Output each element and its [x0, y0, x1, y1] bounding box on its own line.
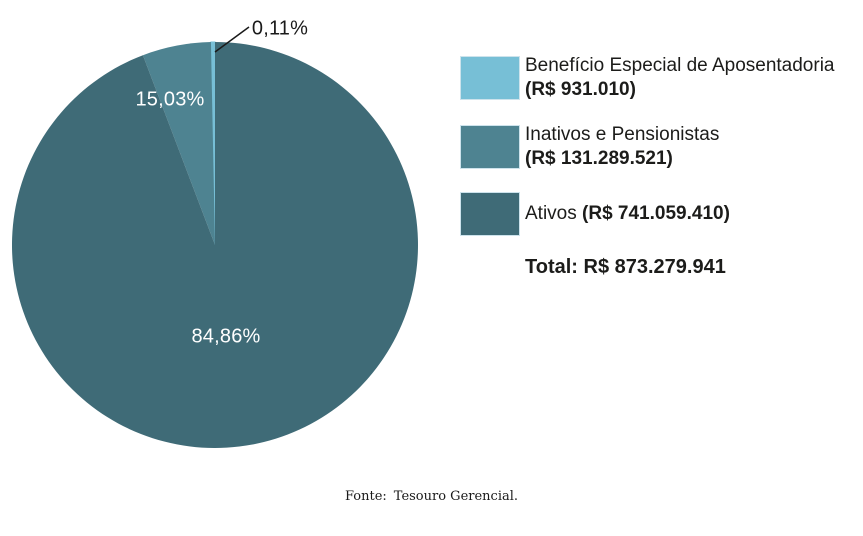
legend-swatch-beneficio [460, 56, 520, 100]
legend-label-ativos: Ativos [525, 203, 577, 224]
pie-slice-2 [11, 42, 418, 448]
legend-amount-beneficio: (R$ 931.010) [525, 79, 636, 100]
pie-slices [11, 41, 418, 448]
slice-label-ativos: 84,86% [191, 325, 261, 348]
total-label: Total: R$ 873.279.941 [525, 256, 726, 278]
source-note: Fonte: Tesouro Gerencial. [0, 489, 863, 504]
legend: Benefício Especial de Aposentadoria (R$ … [460, 54, 860, 257]
source-note-label: Fonte: [344, 489, 387, 504]
legend-label-beneficio: Benefício Especial de Aposentadoria [525, 55, 835, 76]
legend-amount-ativos: (R$ 741.059.410) [582, 203, 730, 224]
slice-label-beneficio: 0,11% [251, 17, 309, 40]
legend-item-beneficio: Benefício Especial de Aposentadoria (R$ … [460, 54, 860, 102]
legend-swatch-ativos [460, 192, 520, 236]
source-note-text: Tesouro Gerencial. [393, 489, 519, 504]
slice-label-inativos: 15,03% [135, 88, 205, 111]
legend-label-inativos: Inativos e Pensionistas [525, 124, 720, 145]
legend-swatch-inativos [460, 125, 520, 169]
pct-leader-line [214, 26, 250, 53]
pie-slice-1 [142, 42, 215, 245]
pie-slice-0 [210, 41, 216, 246]
legend-amount-inativos: (R$ 131.289.521) [525, 148, 673, 169]
legend-item-ativos: Ativos (R$ 741.059.410) [460, 192, 860, 236]
legend-item-inativos: Inativos e Pensionistas (R$ 131.289.521) [460, 123, 860, 171]
